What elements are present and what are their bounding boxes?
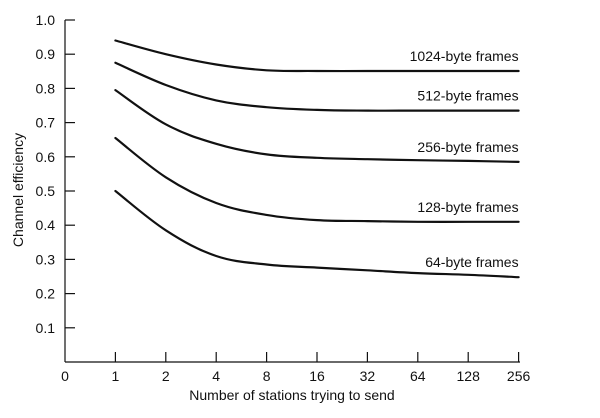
x-tick-label: 8 <box>263 368 271 384</box>
series-line <box>114 39 520 73</box>
series-line <box>114 89 520 163</box>
x-axis-title: Number of stations trying to send <box>189 387 394 403</box>
x-tick-label: 1 <box>112 368 120 384</box>
y-ticks: 0.1 0.2 0.3 0.4 0.5 0.6 0.7 0.8 0.9 1.0 <box>36 12 75 336</box>
x-tick-label: 16 <box>309 368 325 384</box>
x-tick-label: 256 <box>507 368 531 384</box>
x-tick-label: 0 <box>61 368 69 384</box>
y-axis-title: Channel efficiency <box>10 133 26 247</box>
y-tick-label: 0.1 <box>36 320 56 336</box>
y-tick-label: 1.0 <box>36 12 56 28</box>
series-line <box>114 61 520 112</box>
series-labels: 1024-byte frames 512-byte frames 256-byte … <box>410 48 519 270</box>
series-lines <box>114 39 520 279</box>
x-tick-label: 32 <box>360 368 376 384</box>
y-tick-label: 0.5 <box>36 183 56 199</box>
y-tick-label: 0.7 <box>36 115 56 131</box>
series-line <box>114 189 520 279</box>
y-tick-label: 0.6 <box>36 149 56 165</box>
x-tick-label: 4 <box>212 368 220 384</box>
x-tick-label: 128 <box>457 368 481 384</box>
series-label: 512-byte frames <box>417 88 518 104</box>
y-tick-label: 0.8 <box>36 80 56 96</box>
series-label: 64-byte frames <box>425 254 518 270</box>
y-tick-label: 0.9 <box>36 46 56 62</box>
x-tick-label: 64 <box>410 368 426 384</box>
series-label: 256-byte frames <box>417 139 518 155</box>
y-tick-label: 0.2 <box>36 286 56 302</box>
x-tick-label: 2 <box>162 368 170 384</box>
y-tick-label: 0.4 <box>36 217 56 233</box>
series-label: 128-byte frames <box>417 199 518 215</box>
y-tick-label: 0.3 <box>36 251 56 267</box>
series-line <box>114 136 520 223</box>
series-label: 1024-byte frames <box>410 48 519 64</box>
x-ticks: 0 1 2 4 8 16 32 64 128 256 <box>61 352 530 384</box>
